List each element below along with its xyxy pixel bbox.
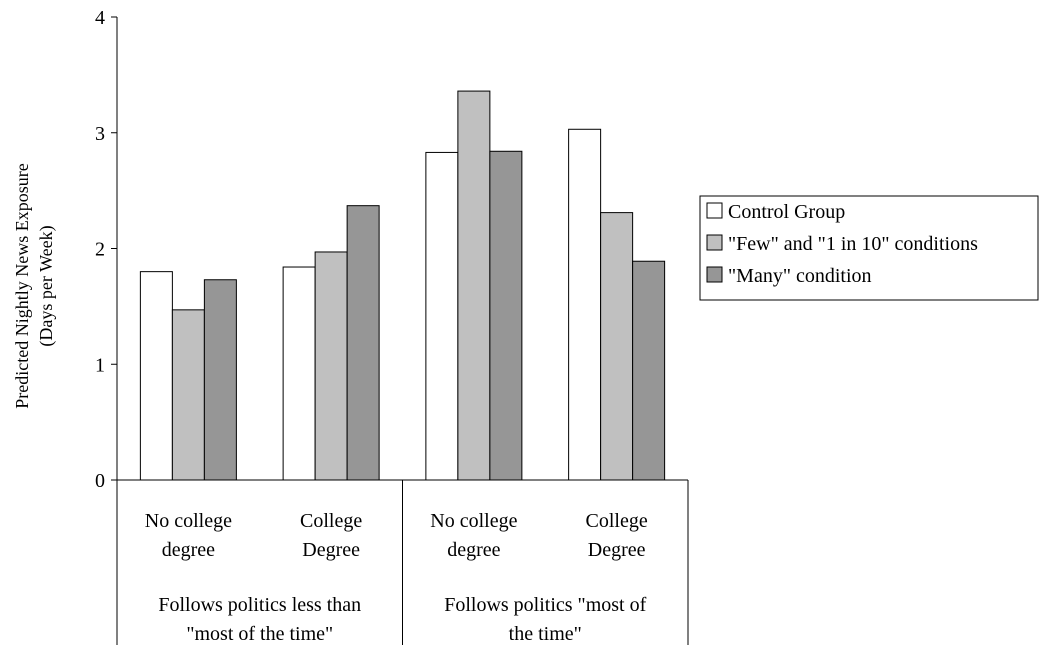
legend-label: Control Group — [728, 201, 845, 223]
legend-swatch — [706, 234, 723, 251]
bar — [425, 151, 459, 481]
legend-swatch — [706, 202, 723, 219]
bar — [139, 271, 173, 481]
group-label: Follows politics less than — [158, 594, 361, 616]
bar — [203, 279, 237, 481]
category-label: No college — [430, 510, 517, 532]
bar — [632, 260, 666, 481]
category-label: degree — [447, 539, 500, 561]
y-tick-label: 2 — [95, 239, 105, 261]
category-label: Degree — [302, 539, 360, 561]
bar — [171, 309, 205, 481]
legend: Control Group "Few" and "1 in 10" conditi… — [699, 195, 1039, 301]
bar — [600, 212, 634, 481]
legend-box — [699, 195, 1039, 301]
y-tick-label: 0 — [95, 470, 105, 492]
bar — [489, 150, 523, 481]
category-label: No college — [145, 510, 232, 532]
bar — [457, 90, 491, 481]
y-axis-label-line2: (Days per Week) — [36, 225, 57, 346]
legend-label: "Few" and "1 in 10" conditions — [728, 233, 978, 255]
bars — [139, 90, 666, 481]
bar — [346, 205, 380, 481]
y-tick-label: 4 — [95, 7, 105, 29]
group-label: Follows politics "most of — [444, 594, 646, 616]
y-tick-label: 3 — [95, 123, 105, 145]
y-tick-label: 1 — [95, 354, 105, 376]
bar — [568, 128, 602, 481]
bar — [314, 251, 348, 481]
legend-swatch — [706, 266, 723, 283]
y-axis: 0 1 2 3 4 — [95, 7, 118, 492]
group-label: the time" — [509, 623, 582, 645]
bar — [282, 266, 316, 481]
category-label: College — [586, 510, 648, 532]
x-axis: No college degree College Degree No college d… — [116, 479, 689, 645]
category-label: degree — [162, 539, 215, 561]
y-axis-label-line1: Predicted Nightly News Exposure — [12, 163, 32, 408]
category-label: Degree — [588, 539, 646, 561]
legend-label: "Many" condition — [728, 265, 872, 287]
category-label: College — [300, 510, 362, 532]
group-label: "most of the time" — [186, 623, 333, 645]
